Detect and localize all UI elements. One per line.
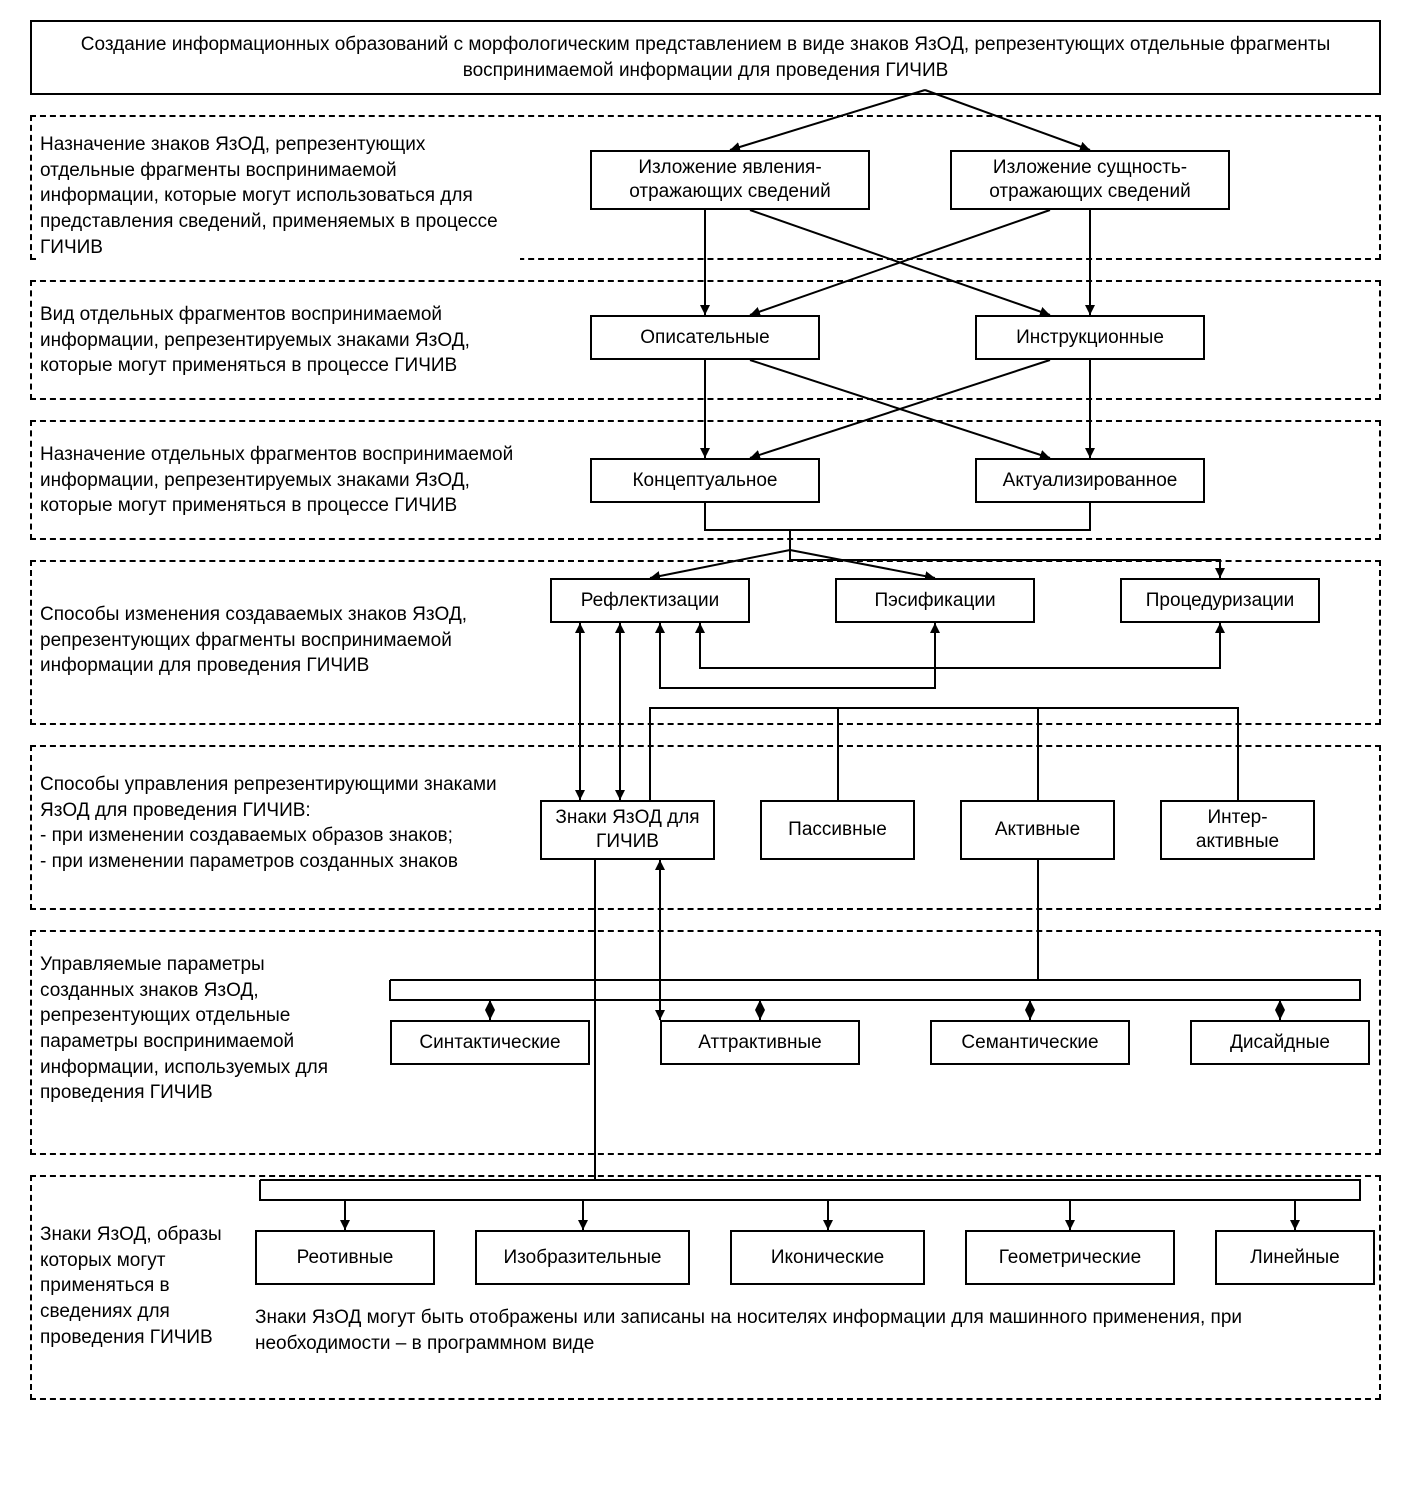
section-7-label: Знаки ЯзОД, образы которых могут применя… [40,1220,235,1352]
node-reflectization: Рефлектизации [550,578,750,623]
node-instructional: Инструкционные [975,315,1205,360]
section-1-label: Назначение знаков ЯзОД, репрезентующих о… [40,130,520,262]
node-pictorial: Изобразительные [475,1230,690,1285]
node-phenomenon: Изложение явления-отражающих сведений [590,150,870,210]
section-2-label: Вид отдельных фрагментов воспринимаемой … [40,300,520,381]
section-5-label: Способы управления репрезентирующими зна… [40,770,520,877]
node-linear: Линейные [1215,1230,1375,1285]
node-interactive: Интер-активные [1160,800,1315,860]
node-geometric: Геометрические [965,1230,1175,1285]
node-conceptual: Концептуальное [590,458,820,503]
node-actualized: Актуализированное [975,458,1205,503]
node-pesification: Пэсификации [835,578,1035,623]
section-4-label: Способы изменения создаваемых знаков ЯзО… [40,600,520,681]
diagram-canvas: Создание информационных образований с мо… [20,20,1391,1477]
node-procedurization: Процедуризации [1120,578,1320,623]
section-6-label: Управляемые параметры созданных знаков Я… [40,950,360,1108]
title-text: Создание информационных образований с мо… [81,34,1330,81]
node-descriptive: Описательные [590,315,820,360]
node-iconic: Иконические [730,1230,925,1285]
footnote-text: Знаки ЯзОД могут быть отображены или зап… [255,1305,1355,1356]
node-passive: Пассивные [760,800,915,860]
section-3-label: Назначение отдельных фрагментов восприни… [40,440,520,521]
node-disaid: Дисайдные [1190,1020,1370,1065]
title-box: Создание информационных образований с мо… [30,20,1381,95]
node-yazod-signs: Знаки ЯзОД для ГИЧИВ [540,800,715,860]
node-reotive: Реотивные [255,1230,435,1285]
node-attractive: Аттрактивные [660,1020,860,1065]
node-syntactic: Синтактические [390,1020,590,1065]
node-active: Активные [960,800,1115,860]
node-essence: Изложение сущность-отражающих сведений [950,150,1230,210]
node-semantic: Семантические [930,1020,1130,1065]
